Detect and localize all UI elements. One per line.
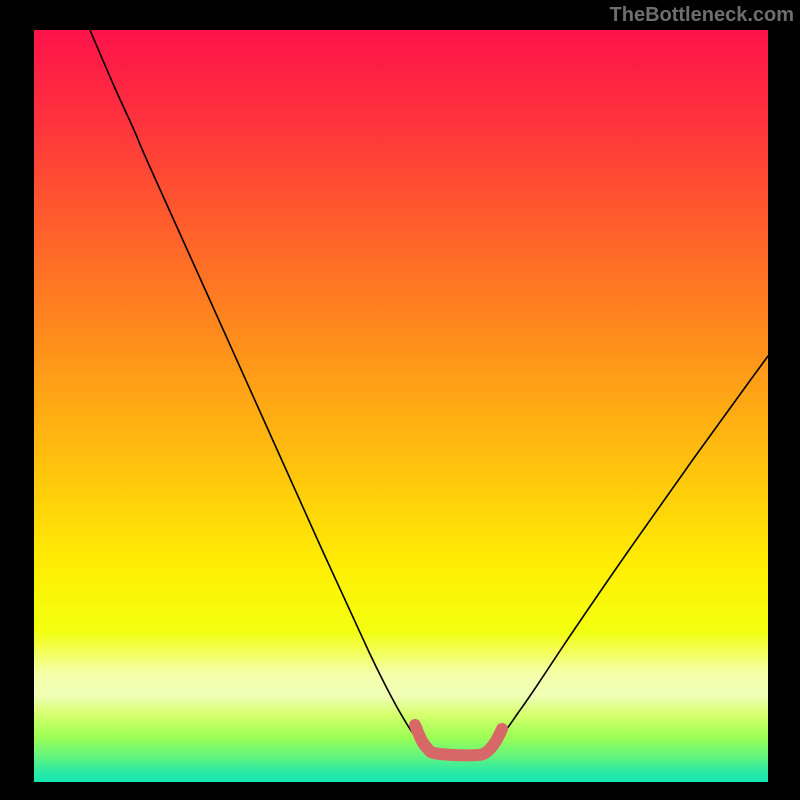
gradient-background <box>34 30 768 782</box>
plot-area <box>34 30 768 782</box>
chart-frame: TheBottleneck.com <box>0 0 800 800</box>
chart-svg <box>34 30 768 782</box>
watermark-text: TheBottleneck.com <box>610 4 794 27</box>
